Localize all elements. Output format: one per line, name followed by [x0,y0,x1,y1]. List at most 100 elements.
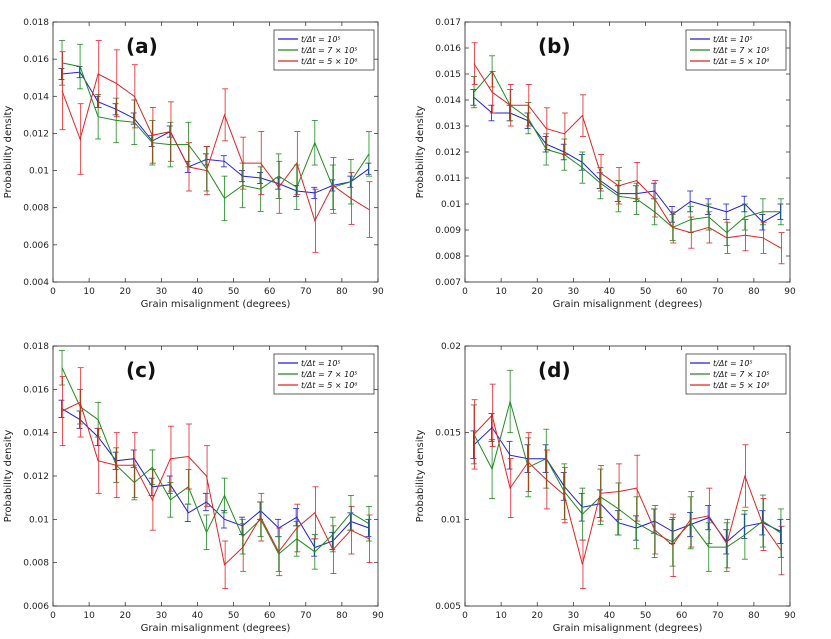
y-tick-label: 0.02 [441,342,461,352]
legend-entry: t/Δt = 5 × 10⁶ [301,381,358,390]
x-tick-label: 50 [228,287,240,297]
y-axis-label: Probability density [3,106,14,199]
y-tick-label: 0.012 [435,148,461,158]
plot-frame [52,21,379,283]
series-line [473,97,782,223]
panel-label: (b) [538,34,571,58]
x-tick-label: 30 [568,287,580,297]
panel-4: 0 10 20 30 40 50 60 70 80 90 0.005 0.01 0.015 0.02 Gra… [415,342,796,634]
x-tick-label: 70 [300,611,312,621]
x-tick-label: 70 [300,287,312,297]
x-tick-label: 20 [119,611,131,621]
legend-entry: t/Δt = 5 × 10⁶ [301,57,358,66]
panel-3: 0 10 20 30 40 50 60 70 80 90 0.006 0.008 0.01 0.012 0.… [3,342,384,634]
legend-entry: t/Δt = 5 × 10⁶ [713,381,770,390]
y-tick-label: 0.014 [23,429,49,439]
x-tick-label: 50 [640,287,652,297]
x-axis-label: Grain misalignment (degrees) [553,623,703,634]
y-tick-label: 0.01 [441,200,461,210]
series-2 [471,55,784,247]
x-tick-label: 30 [568,611,580,621]
y-axis-label: Probability density [415,430,426,523]
y-tick-label: 0.014 [435,96,461,106]
series-line [61,62,370,200]
legend: t/Δt = 10⁵ t/Δt = 7 × 10⁵ t/Δt = 5 × 10⁶ [685,353,787,395]
legend-entry: t/Δt = 10⁵ [713,35,753,44]
series-line [61,408,370,549]
panel-2: 0 10 20 30 40 50 60 70 80 90 0.007 0.008 0.009 0.01 0.… [415,18,796,310]
series-line [61,71,370,194]
x-tick-label: 30 [156,287,168,297]
legend-entry: t/Δt = 7 × 10⁵ [713,370,770,379]
legend-entry: t/Δt = 7 × 10⁵ [713,46,770,55]
y-tick-label: 0.017 [435,18,461,28]
series-2 [59,40,372,222]
x-tick-label: 70 [712,611,724,621]
legend: t/Δt = 10⁵ t/Δt = 7 × 10⁵ t/Δt = 5 × 10⁶ [273,353,375,395]
y-tick-label: 0.004 [23,278,49,288]
y-tick-label: 0.018 [23,18,49,28]
y-tick-label: 0.016 [23,55,49,65]
legend-entry: t/Δt = 10⁵ [301,35,341,44]
series-1 [58,66,372,199]
y-tick-label: 0.011 [435,174,461,184]
x-axis-label: Grain misalignment (degrees) [141,299,291,310]
x-tick-label: 60 [264,287,276,297]
series-3 [59,367,373,590]
x-tick-label: 70 [712,287,724,297]
series-line [473,414,782,565]
y-tick-label: 0.009 [435,226,461,236]
y-tick-label: 0.007 [435,278,461,288]
y-axis-label: Probability density [3,430,14,523]
y-tick-label: 0.012 [23,472,49,482]
y-tick-label: 0.01 [29,167,49,177]
x-tick-label: 10 [495,611,507,621]
y-tick-label: 0.012 [23,129,49,139]
x-tick-label: 50 [228,611,240,621]
x-tick-label: 20 [119,287,131,297]
y-tick-label: 0.005 [435,602,461,612]
x-tick-label: 90 [372,287,384,297]
series-line [61,401,370,566]
x-tick-label: 80 [748,287,760,297]
y-tick-label: 0.01 [29,515,49,525]
y-tick-label: 0.006 [23,602,49,612]
series-line [473,63,782,249]
x-tick-label: 60 [676,611,688,621]
x-tick-label: 40 [604,611,616,621]
x-tick-label: 60 [676,287,688,297]
x-tick-label: 50 [640,611,652,621]
panel-label: (d) [538,358,571,382]
x-tick-label: 0 [50,611,56,621]
legend-entry: t/Δt = 7 × 10⁵ [301,46,358,55]
y-tick-label: 0.014 [23,92,49,102]
x-tick-label: 40 [192,611,204,621]
x-tick-label: 30 [156,611,168,621]
y-tick-label: 0.016 [23,385,49,395]
series-line [473,70,781,234]
y-axis-label: Probability density [415,106,426,199]
panel-1: 0 10 20 30 40 50 60 70 80 90 0.004 0.006 0.008 0.01 0.… [3,18,384,310]
panel-label: (a) [126,34,158,58]
legend: t/Δt = 10⁵ t/Δt = 7 × 10⁵ t/Δt = 5 × 10⁶ [273,29,375,71]
x-tick-label: 80 [336,611,348,621]
y-tick-label: 0.01 [441,515,461,525]
panel-label: (c) [126,358,156,382]
x-tick-label: 20 [531,287,543,297]
x-axis-label: Grain misalignment (degrees) [141,623,291,634]
legend-entry: t/Δt = 5 × 10⁶ [713,57,770,66]
series-2 [471,369,784,572]
x-tick-label: 60 [264,611,276,621]
series-1 [470,413,784,555]
y-tick-label: 0.018 [23,342,49,352]
legend: t/Δt = 10⁵ t/Δt = 7 × 10⁵ t/Δt = 5 × 10⁶ [685,29,787,71]
legend-entry: t/Δt = 10⁵ [301,359,341,368]
x-tick-label: 0 [462,287,468,297]
x-tick-label: 80 [336,287,348,297]
x-tick-label: 10 [495,287,507,297]
x-tick-label: 0 [462,611,468,621]
plot-frame [464,345,791,607]
series-2 [59,349,372,572]
x-tick-label: 90 [784,287,796,297]
series-3 [471,42,785,265]
